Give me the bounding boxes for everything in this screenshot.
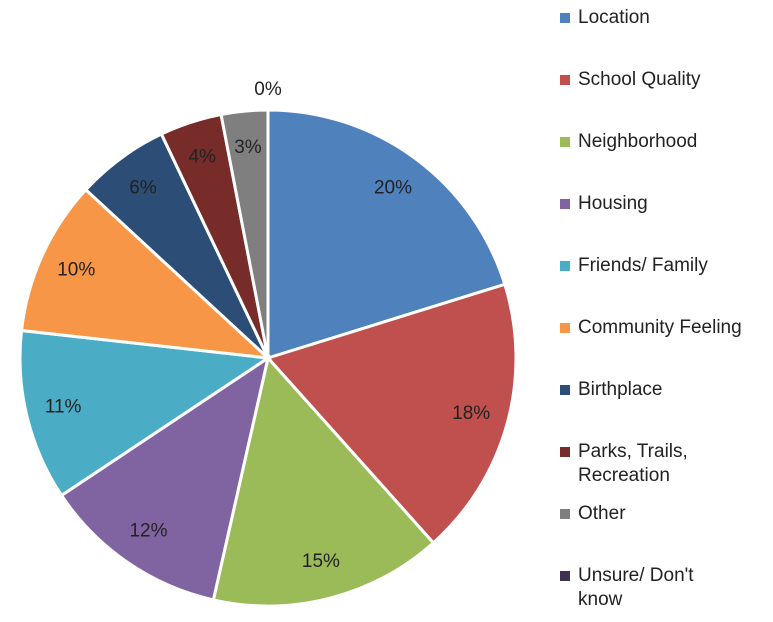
legend-item: Location: [560, 6, 765, 30]
legend-item: School Quality: [560, 68, 765, 92]
legend-swatch: [560, 199, 570, 209]
data-label: 12%: [129, 521, 167, 542]
legend-swatch: [560, 75, 570, 85]
pie-slice: [211, 354, 436, 608]
data-label: 0%: [254, 79, 282, 100]
legend-label: Birthplace: [578, 379, 663, 400]
legend-swatch: [560, 13, 570, 23]
legend-item: Unsure/ Don't know: [560, 564, 765, 612]
data-label: 3%: [234, 137, 262, 158]
pie-slice: [59, 354, 271, 602]
legend-swatch: [560, 323, 570, 333]
pie-slice: [19, 187, 273, 360]
data-label: 10%: [57, 259, 95, 280]
legend-item: Neighborhood: [560, 130, 765, 154]
pie-slice: [18, 328, 273, 498]
data-label: 6%: [129, 177, 157, 198]
legend-label: School Quality: [578, 69, 701, 90]
legend-item: Other: [560, 502, 765, 526]
legend-item: Parks, Trails, Recreation: [560, 440, 765, 488]
legend-swatch: [560, 385, 570, 395]
data-label: 18%: [452, 403, 490, 424]
legend-item: Community Feeling: [560, 316, 765, 340]
legend-swatch: [560, 137, 570, 147]
legend-label: Friends/ Family: [578, 255, 708, 276]
pie-slice: [266, 108, 507, 361]
legend-item: Housing: [560, 192, 765, 216]
legend-label: Housing: [578, 193, 648, 214]
data-label: 11%: [45, 397, 82, 418]
legend-swatch: [560, 509, 570, 519]
legend-label: Community Feeling: [578, 317, 742, 338]
legend-label: Other: [578, 503, 626, 524]
legend-label: Location: [578, 7, 650, 28]
legend-swatch: [560, 447, 570, 457]
data-label: 4%: [188, 147, 216, 168]
legend-swatch: [560, 261, 570, 271]
legend-item: Friends/ Family: [560, 254, 765, 278]
data-label: 20%: [374, 177, 412, 198]
legend-label: Neighborhood: [578, 131, 698, 152]
legend-swatch: [560, 571, 570, 581]
legend-label: Unsure/ Don't know: [578, 565, 694, 610]
legend-label: Parks, Trails, Recreation: [578, 441, 688, 486]
legend-item: Birthplace: [560, 378, 765, 402]
data-label: 15%: [302, 551, 340, 572]
pie-slice: [265, 282, 518, 545]
